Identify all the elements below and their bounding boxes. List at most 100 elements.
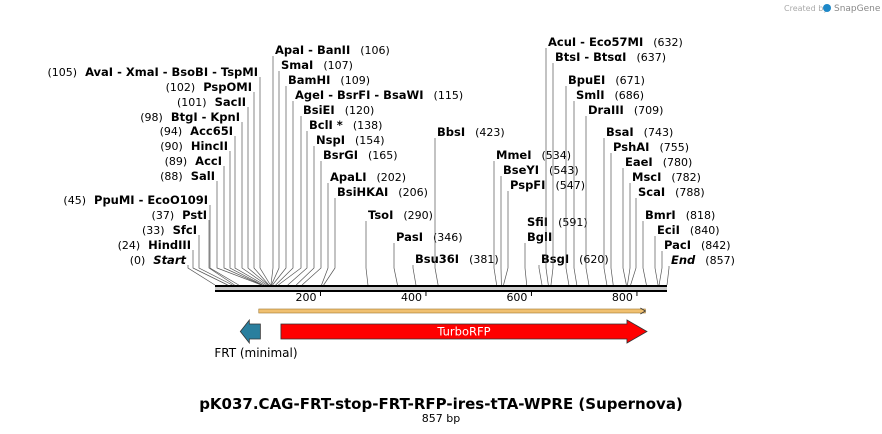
site-label: (90) HincII [160,139,228,153]
site-name: TsoI [368,208,393,222]
length: 857 bp [422,412,460,425]
site-leader [323,198,336,286]
site-leader [585,116,590,286]
site-name: BsiHKAI [337,185,388,199]
site-label: AgeI - BsrFI - BsaWI (115) [295,88,463,102]
site-label: BsgI (620) [541,252,609,266]
site-name: ApaLI [330,170,367,184]
site-position: (620) [579,253,609,266]
site-label: (0) Start [130,253,187,267]
site-position: (743) [644,126,674,139]
site-position: (290) [403,209,433,222]
site-label: SmlI (686) [576,88,644,102]
site-leader [223,166,263,286]
site-leader [216,181,262,286]
site-leader [550,63,554,286]
site-leader [434,138,439,286]
site-label: (98) BtgI - KpnI [140,110,240,124]
site-leader [538,265,543,286]
site-label: PacI (842) [664,238,731,252]
ruler-tick-label: 800 [612,291,633,304]
site-position: (423) [475,126,505,139]
site-leader [192,250,228,286]
site-label: SmaI (107) [281,58,353,72]
logo [823,4,831,12]
site-name: SmlI [576,88,605,102]
site-leader [630,198,637,286]
site-name: BsgI [541,252,569,266]
site-position: (788) [675,186,705,199]
site-leader [565,86,570,286]
site-name: MmeI [496,148,532,162]
site-label: (94) Acc65I [160,124,233,138]
site-leader [603,138,608,286]
site-leader [610,153,614,286]
site-position: (543) [549,164,579,177]
site-name: BseYI [503,163,539,177]
site-name: PspFI [510,178,545,192]
site-leader [654,236,659,286]
site-name: AvaI - XmaI - BsoBI - TspMI [85,65,258,79]
site-label: BglI [527,230,552,244]
site-label: BsiEI (120) [303,103,374,117]
feature-label: FRT (minimal) [214,346,297,360]
site-leader [270,56,274,286]
site-leader [229,151,263,286]
site-leader [208,220,235,286]
site-name: BsaI [606,125,634,139]
site-name: HincII [191,139,228,153]
site-name: PpuMI - EcoO109I [94,193,208,207]
site-position: (89) [165,155,188,168]
site-name: SalI [191,169,215,183]
site-leader [209,205,239,286]
site-name: DraIII [588,103,624,117]
ruler-tick-label: 600 [506,291,527,304]
site-position: (90) [160,140,183,153]
site-label: ApaI - BanII (106) [275,43,390,57]
site-leader [287,131,308,286]
site-label: ScaI (788) [638,185,705,199]
site-label: MmeI (534) [496,148,571,162]
site-position: (115) [434,89,464,102]
site-name: PacI [664,238,691,252]
site-position: (138) [353,119,383,132]
site-leader [187,265,216,286]
site-position: (154) [355,134,385,147]
site-position: (709) [634,104,664,117]
site-label: End (857) [671,253,735,267]
site-position: (107) [323,59,353,72]
credit-brand: SnapGene [834,4,881,14]
site-position: (101) [177,96,207,109]
site-name: MscI [632,170,661,184]
site-name: Acc65I [190,124,233,138]
site-name: BsrGI [323,148,358,162]
site-leader [642,221,647,286]
site-name: SfiI [527,215,548,229]
site-label: BpuEI (671) [568,73,645,87]
site-name: SmaI [281,58,313,72]
site-position: (33) [142,224,165,237]
site-label: SfiI (591) [527,215,588,229]
site-position: (686) [615,89,645,102]
site-leader [271,71,280,286]
site-name: Start [153,253,186,267]
site-label: (24) HindIII [118,238,191,252]
site-position: (106) [360,44,390,57]
site-label: BclI * (138) [309,118,382,132]
site-label: DraIII (709) [588,103,663,117]
site-label: BmrI (818) [645,208,715,222]
site-leader [234,136,265,286]
site-name: SfcI [173,223,197,237]
site-leader [295,146,315,286]
site-position: (45) [63,194,86,207]
site-label: EciI (840) [657,223,720,237]
site-label: (101) SacII [177,95,246,109]
site-position: (0) [130,254,146,267]
site-leader [412,265,417,286]
ruler-band [215,286,667,291]
site-leader [622,168,627,286]
site-label: PasI (346) [396,230,463,244]
site-position: (102) [166,81,196,94]
site-position: (637) [636,51,666,64]
